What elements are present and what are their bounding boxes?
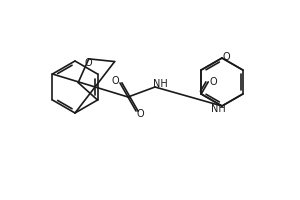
Text: O: O — [85, 58, 93, 68]
Text: O: O — [111, 76, 119, 86]
Text: O: O — [222, 52, 230, 62]
Text: O: O — [209, 77, 217, 87]
Text: NH: NH — [211, 104, 225, 114]
Text: NH: NH — [153, 79, 167, 89]
Text: O: O — [136, 109, 144, 119]
